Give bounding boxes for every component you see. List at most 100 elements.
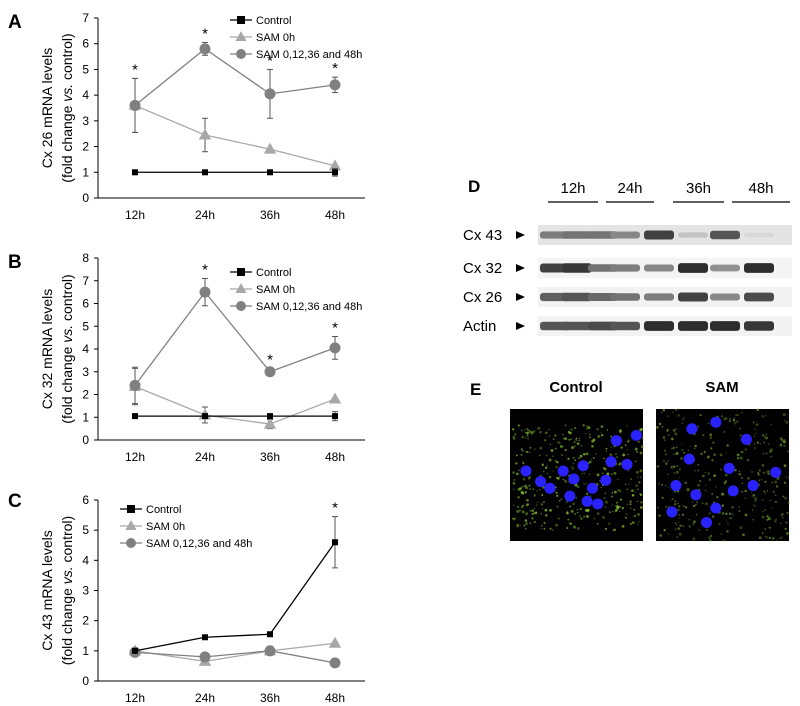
staining-speckle xyxy=(763,509,766,512)
staining-speckle xyxy=(536,504,538,506)
staining-speckle xyxy=(754,496,757,500)
staining-speckle xyxy=(661,411,663,414)
staining-speckle xyxy=(663,439,666,442)
staining-speckle xyxy=(760,478,763,481)
data-point xyxy=(263,417,277,429)
staining-speckle xyxy=(566,526,569,530)
staining-speckle xyxy=(608,511,611,514)
staining-speckle xyxy=(767,470,770,473)
staining-speckle xyxy=(674,528,677,530)
panel-letter: D xyxy=(468,177,480,196)
staining-speckle xyxy=(523,429,526,431)
y-tick-label: 5 xyxy=(82,319,89,333)
staining-speckle xyxy=(712,515,715,518)
staining-speckle xyxy=(539,430,542,434)
staining-speckle xyxy=(532,430,536,433)
staining-speckle xyxy=(615,508,618,512)
staining-speckle xyxy=(546,472,548,475)
staining-speckle xyxy=(526,427,529,431)
staining-speckle xyxy=(522,504,524,507)
y-axis-label-2: (fold change vs. control) xyxy=(59,33,75,182)
staining-speckle xyxy=(697,463,700,466)
blot-band xyxy=(710,293,740,301)
data-point xyxy=(132,413,138,420)
staining-speckle xyxy=(721,504,725,507)
y-axis-label: Cx 26 mRNA levels xyxy=(39,48,55,169)
staining-speckle xyxy=(526,450,529,454)
staining-speckle xyxy=(754,505,756,507)
staining-speckle xyxy=(783,464,787,468)
legend-marker xyxy=(237,268,245,276)
staining-speckle xyxy=(601,472,604,475)
data-point xyxy=(328,159,342,171)
staining-speckle xyxy=(576,508,579,511)
staining-speckle xyxy=(636,500,639,503)
staining-speckle xyxy=(576,511,579,514)
staining-speckle xyxy=(783,444,786,447)
staining-speckle xyxy=(784,441,787,444)
staining-speckle xyxy=(544,513,548,517)
staining-speckle xyxy=(639,492,642,495)
data-point xyxy=(329,342,341,354)
nucleus xyxy=(581,495,593,507)
staining-speckle xyxy=(591,445,594,448)
staining-speckle xyxy=(697,483,701,487)
significance-star: * xyxy=(267,351,273,368)
staining-speckle xyxy=(694,444,697,448)
blot-band xyxy=(562,263,592,273)
staining-speckle xyxy=(543,527,546,530)
staining-speckle xyxy=(520,505,524,509)
staining-speckle xyxy=(544,431,548,435)
staining-speckle xyxy=(785,421,788,424)
staining-speckle xyxy=(758,479,761,482)
y-tick-label: 7 xyxy=(82,274,89,288)
nucleus xyxy=(577,460,589,472)
staining-speckle xyxy=(758,536,762,540)
staining-speckle xyxy=(640,501,643,504)
staining-speckle xyxy=(670,466,673,468)
y-axis-label-2: (fold change vs. control) xyxy=(59,274,75,423)
x-tick-label: 48h xyxy=(325,691,345,705)
y-tick-label: 1 xyxy=(82,165,89,179)
staining-speckle xyxy=(576,526,580,530)
staining-speckle xyxy=(561,454,563,456)
staining-speckle xyxy=(770,455,773,458)
staining-speckle xyxy=(673,490,676,493)
staining-speckle xyxy=(678,505,681,508)
staining-speckle xyxy=(677,414,681,417)
staining-speckle xyxy=(678,532,682,536)
data-point xyxy=(129,379,141,391)
legend-marker xyxy=(236,301,246,311)
staining-speckle xyxy=(784,527,787,531)
staining-speckle xyxy=(659,534,663,537)
staining-speckle xyxy=(755,423,759,426)
staining-speckle xyxy=(720,415,724,418)
data-point xyxy=(199,286,211,298)
y-tick-label: 2 xyxy=(82,614,89,628)
staining-speckle xyxy=(541,464,544,467)
staining-speckle xyxy=(766,515,769,518)
staining-speckle xyxy=(626,425,628,427)
data-point xyxy=(267,413,273,420)
staining-speckle xyxy=(735,414,738,416)
staining-speckle xyxy=(549,508,552,512)
staining-speckle xyxy=(533,512,536,514)
staining-speckle xyxy=(618,489,622,493)
staining-speckle xyxy=(600,425,604,429)
x-tick-label: 48h xyxy=(325,208,345,222)
staining-speckle xyxy=(738,470,741,472)
staining-speckle xyxy=(741,490,743,493)
staining-speckle xyxy=(667,460,669,462)
staining-speckle xyxy=(658,482,661,485)
staining-speckle xyxy=(641,437,644,440)
staining-speckle xyxy=(734,469,737,472)
staining-speckle xyxy=(588,473,591,475)
staining-speckle xyxy=(626,503,629,505)
staining-speckle xyxy=(658,422,662,426)
staining-speckle xyxy=(616,505,620,509)
staining-speckle xyxy=(704,489,707,492)
staining-speckle xyxy=(570,438,572,441)
staining-speckle xyxy=(539,488,541,491)
staining-speckle xyxy=(534,448,536,450)
staining-speckle xyxy=(574,513,577,516)
